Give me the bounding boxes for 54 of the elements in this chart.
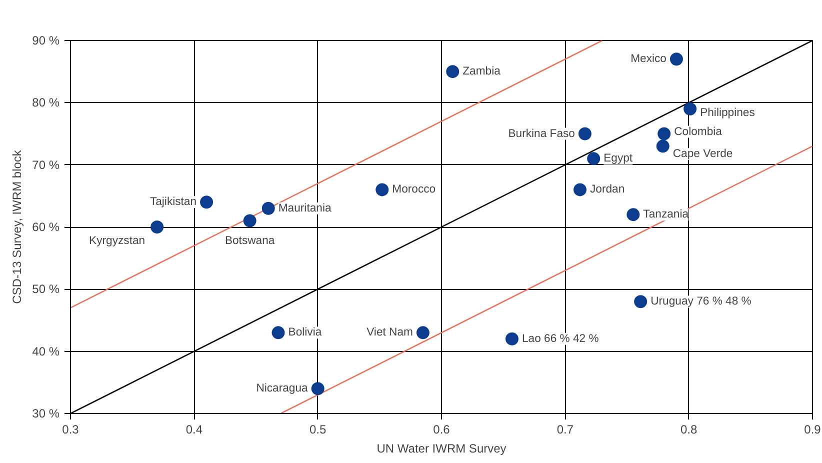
annotation: Morocco — [392, 184, 436, 196]
annotation: Egypt — [604, 152, 634, 165]
annotation: Botswana — [224, 234, 276, 247]
point — [505, 332, 518, 346]
annotation: Uruguay 76 % 48 % — [650, 296, 752, 308]
annotation: Burkina Faso — [508, 128, 575, 140]
annotation: Colombia — [674, 126, 723, 138]
point — [578, 127, 592, 140]
y-axis-title: CSD-13 Survey, IWRM block — [10, 149, 24, 304]
point — [200, 196, 214, 209]
x-tick-label: 0.8 — [680, 422, 698, 436]
point — [684, 102, 697, 116]
point — [446, 65, 460, 78]
y-tick-label: 40 % — [32, 344, 60, 358]
annotation: Tajikistan — [150, 196, 197, 208]
point — [626, 208, 640, 222]
x-axis-title: UN Water IWRM Survey — [376, 442, 506, 456]
y-tick-label: 80 % — [32, 96, 60, 110]
annotation: Jordan — [590, 184, 625, 196]
point — [416, 326, 430, 340]
y-tick-label: 30 % — [32, 406, 60, 420]
point — [262, 202, 275, 215]
y-tick-label: 90 % — [32, 34, 60, 48]
y-tick-label: 50 % — [32, 282, 60, 296]
point — [658, 127, 671, 140]
point — [574, 183, 587, 196]
annotation: Viet Nam — [366, 326, 413, 339]
point — [376, 183, 389, 196]
x-tick-label: 0.4 — [186, 422, 203, 436]
annotation: Mauritania — [278, 202, 332, 214]
point — [150, 220, 164, 234]
point — [634, 295, 648, 308]
x-tick-label: 0.6 — [433, 422, 450, 436]
annotation: Zambia — [462, 66, 502, 78]
annotation: Kyrgyzstan — [89, 235, 146, 247]
x-tick-label: 0.3 — [62, 422, 80, 436]
x-tick-label: 0.9 — [804, 422, 822, 436]
annotation: Lao 66 % 42 % — [522, 332, 599, 345]
point — [311, 382, 324, 396]
annotation: Bolivia — [288, 326, 322, 339]
point — [656, 140, 670, 153]
annotation: Cape Verde — [672, 148, 733, 160]
point — [670, 52, 683, 66]
annotation: Mexico — [630, 53, 666, 66]
y-tick-label: 70 % — [32, 158, 60, 172]
y-tick-label: 60 % — [32, 220, 60, 234]
point — [587, 152, 600, 166]
annotation: Tanzania — [643, 208, 690, 221]
x-tick-label: 0.5 — [309, 422, 326, 436]
annotation: Philippines — [700, 106, 756, 119]
point — [272, 326, 285, 340]
x-tick-label: 0.7 — [556, 422, 574, 436]
annotation: Nicaragua — [256, 382, 309, 395]
point — [243, 214, 256, 228]
